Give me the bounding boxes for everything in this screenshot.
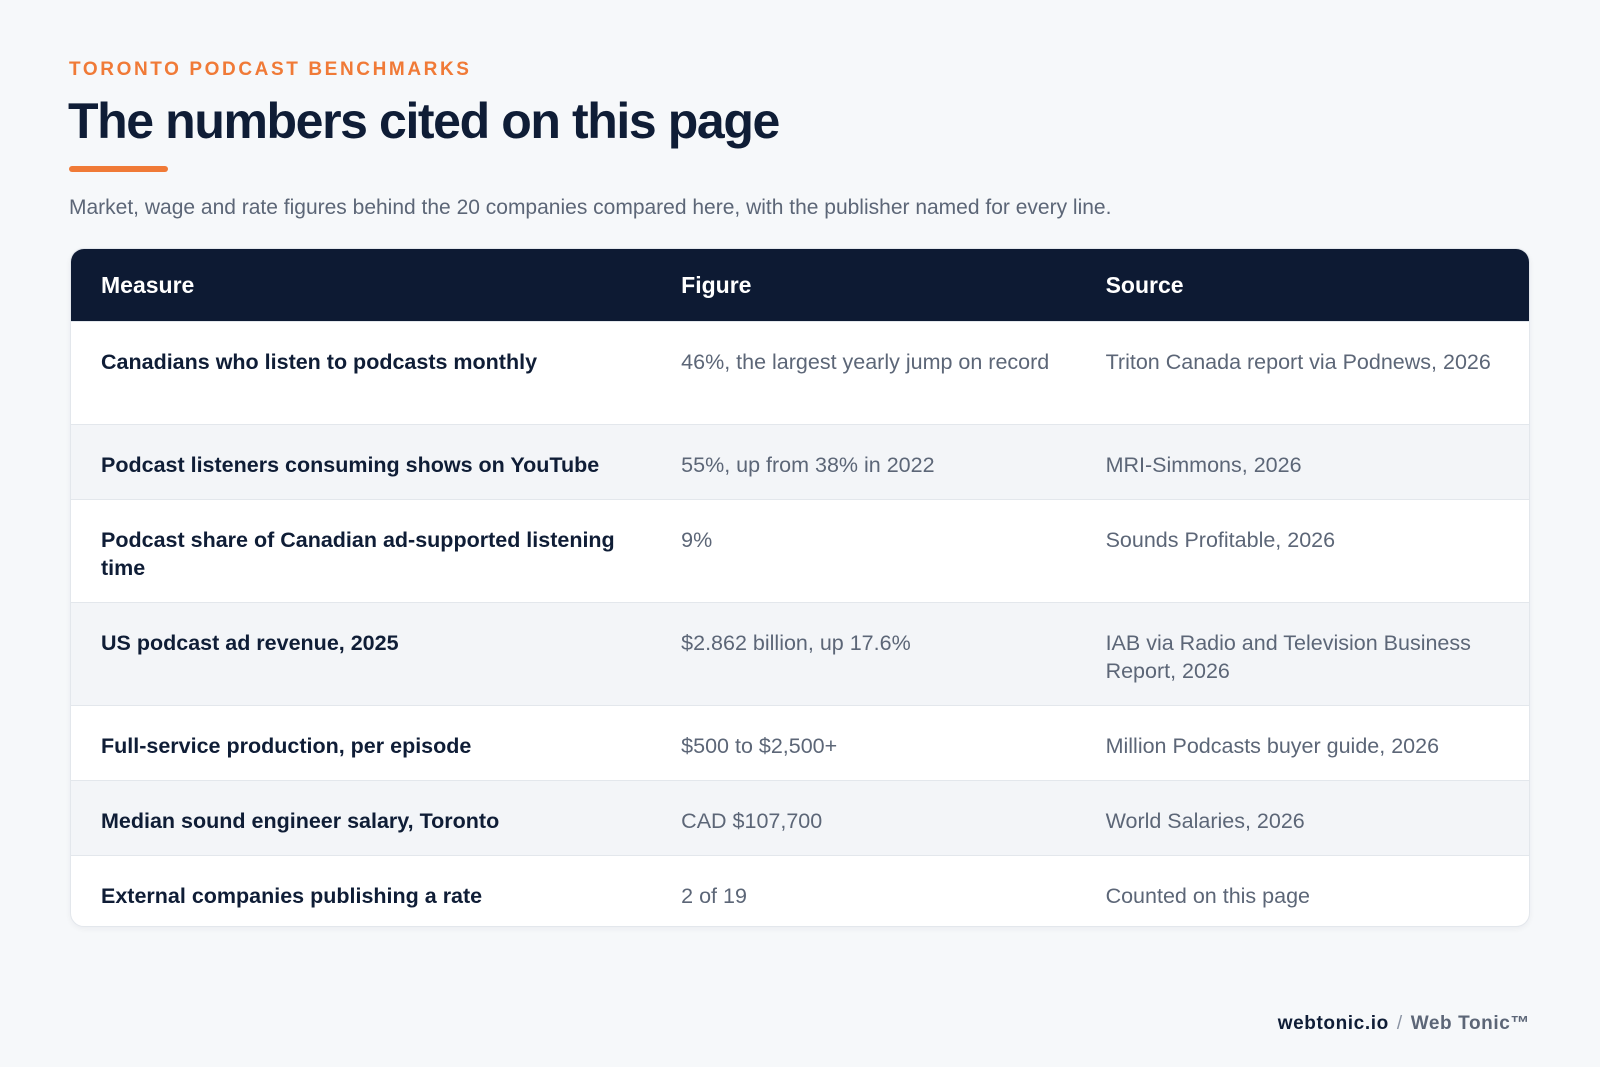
source-cell: Counted on this page bbox=[1105, 884, 1310, 908]
footer-separator: / bbox=[1396, 1013, 1403, 1034]
figure-cell: 2 of 19 bbox=[681, 884, 747, 908]
source-cell: World Salaries, 2026 bbox=[1105, 809, 1305, 833]
table-row: Median sound engineer salary, Toronto CA… bbox=[71, 780, 1529, 855]
measure-cell: Podcast listeners consuming shows on You… bbox=[101, 453, 600, 477]
column-header-source: Source bbox=[1105, 271, 1184, 298]
title-underline bbox=[69, 166, 168, 172]
footer-domain-link[interactable]: webtonic.io bbox=[1277, 1013, 1389, 1034]
source-cell: Million Podcasts buyer guide, 2026 bbox=[1105, 734, 1440, 758]
table-header-row: Measure Figure Source bbox=[71, 249, 1529, 321]
table-row: US podcast ad revenue, 2025 $2.862 billi… bbox=[71, 602, 1529, 705]
measure-cell: US podcast ad revenue, 2025 bbox=[101, 631, 399, 655]
measure-cell: Canadians who listen to podcasts monthly bbox=[101, 350, 538, 374]
measure-cell: Full-service production, per episode bbox=[101, 734, 472, 758]
source-cell: Triton Canada report via Podnews, 2026 bbox=[1105, 350, 1491, 374]
benchmarks-table: Measure Figure Source Canadians who list… bbox=[70, 248, 1530, 927]
column-header-measure: Measure bbox=[101, 271, 195, 298]
table-row: Canadians who listen to podcasts monthly… bbox=[71, 321, 1529, 424]
figure-cell: 46%, the largest yearly jump on record bbox=[681, 350, 1050, 374]
figure-cell: $2.862 billion, up 17.6% bbox=[681, 631, 911, 655]
figure-cell: CAD $107,700 bbox=[681, 809, 823, 833]
footer-credit: webtonic.io / Web Tonic™ bbox=[1278, 1013, 1530, 1035]
figure-cell: 9% bbox=[681, 528, 713, 552]
source-cell: IAB via Radio and Television Business Re… bbox=[1105, 631, 1471, 683]
figure-cell: 55%, up from 38% in 2022 bbox=[681, 453, 935, 477]
measure-cell: External companies publishing a rate bbox=[101, 884, 483, 908]
measure-cell: Podcast share of Canadian ad-supported l… bbox=[101, 528, 615, 580]
source-cell: MRI-Simmons, 2026 bbox=[1105, 453, 1302, 477]
column-header-figure: Figure bbox=[681, 271, 752, 298]
table-row: Full-service production, per episode $50… bbox=[71, 705, 1529, 780]
page-subtitle: Market, wage and rate figures behind the… bbox=[69, 196, 1112, 219]
table-row: Podcast share of Canadian ad-supported l… bbox=[71, 499, 1529, 602]
table-row: External companies publishing a rate 2 o… bbox=[71, 855, 1529, 926]
eyebrow-label: TORONTO PODCAST BENCHMARKS bbox=[69, 59, 472, 80]
figure-cell: $500 to $2,500+ bbox=[681, 734, 838, 758]
measure-cell: Median sound engineer salary, Toronto bbox=[101, 809, 500, 833]
page-title: The numbers cited on this page bbox=[68, 93, 780, 149]
source-cell: Sounds Profitable, 2026 bbox=[1105, 528, 1336, 552]
table-row: Podcast listeners consuming shows on You… bbox=[71, 424, 1529, 499]
footer-brand: Web Tonic™ bbox=[1410, 1013, 1530, 1034]
